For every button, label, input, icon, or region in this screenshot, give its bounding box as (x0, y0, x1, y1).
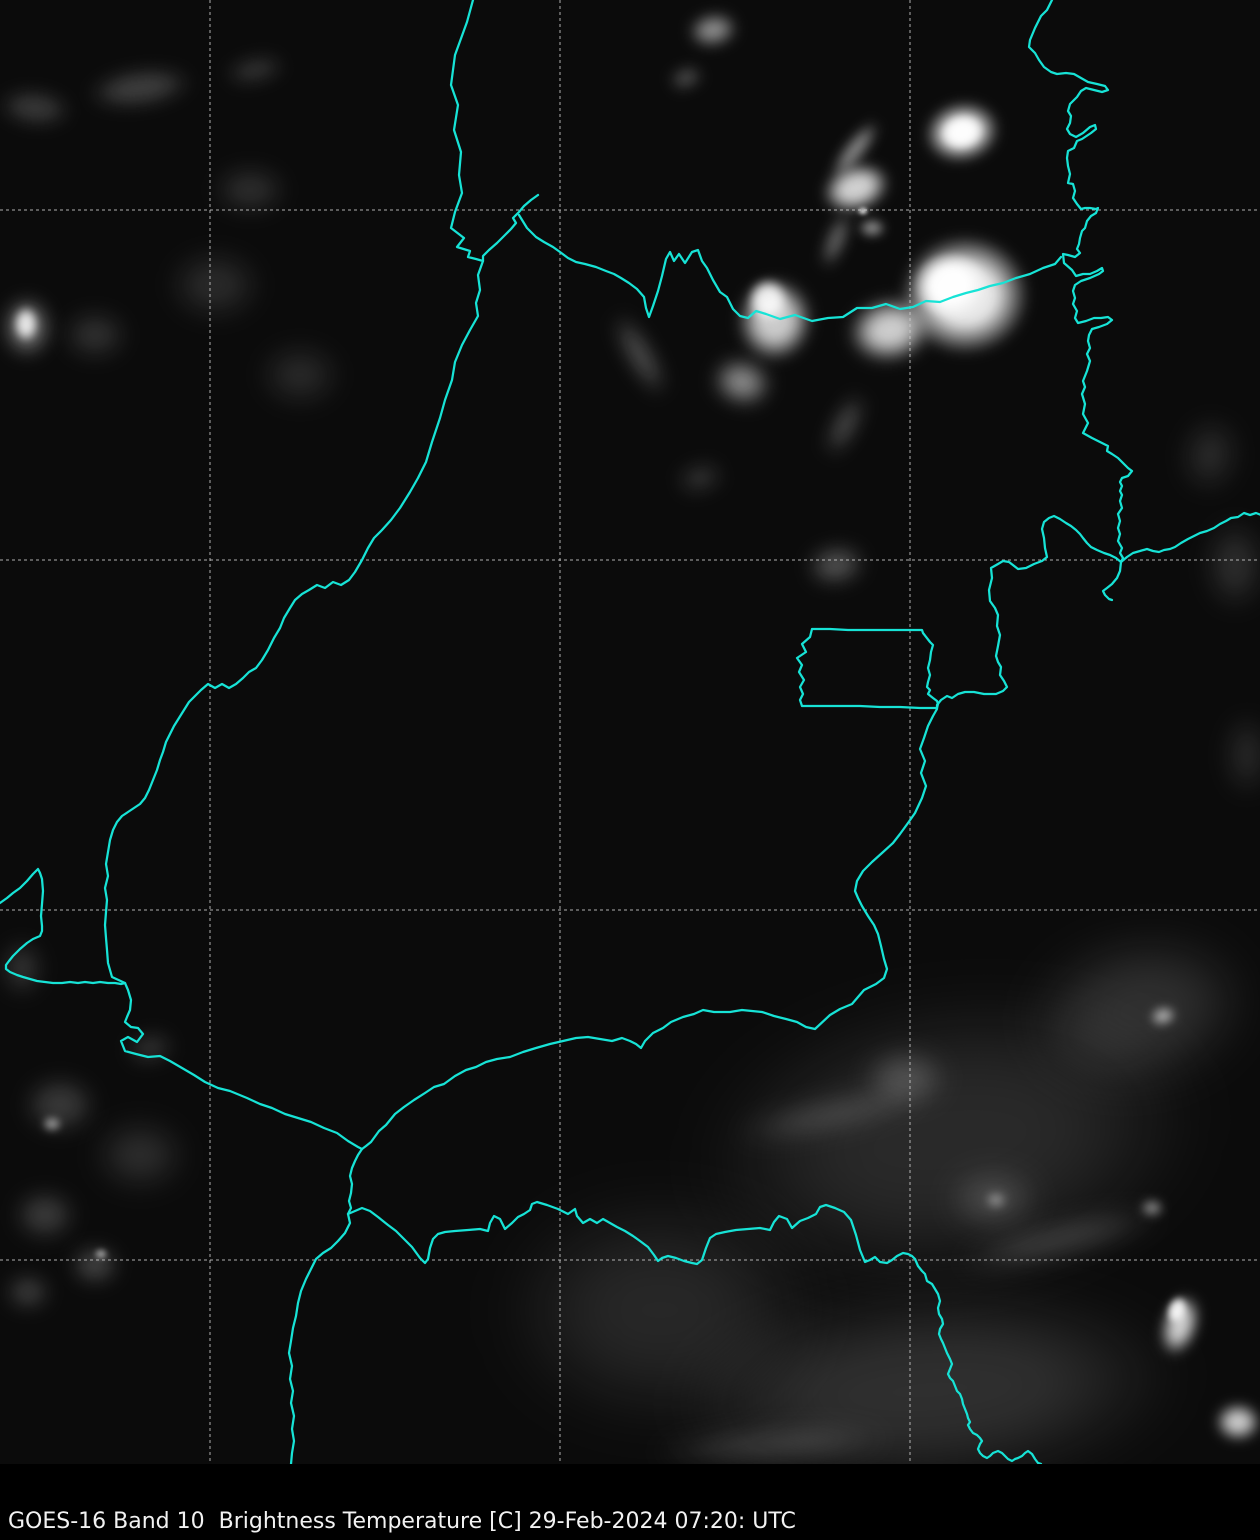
east-border (360, 514, 1123, 1151)
cloud-blob (856, 206, 870, 216)
satellite-image (0, 0, 1260, 1464)
cloud-blob (1137, 1197, 1167, 1219)
cloud-blob (450, 1160, 870, 1460)
cloud-blob (248, 335, 352, 415)
east-river (1027, 0, 1134, 564)
river-hook (1101, 560, 1123, 602)
cloud-blob (854, 216, 890, 240)
cloud-blob (1221, 703, 1260, 807)
cloud-blob (53, 303, 137, 367)
cloud-blob (9, 300, 43, 348)
cloud-blob (155, 240, 275, 330)
south-river (346, 1200, 1043, 1464)
cloud-blob (1208, 1397, 1260, 1447)
caption-bar: GOES-16 Band 10 Brightness Temperature [… (0, 1464, 1260, 1540)
cloud-blob (740, 270, 796, 330)
cloud-blob (92, 1247, 110, 1261)
cloud-blob (0, 1268, 58, 1316)
cloud-blob (202, 158, 298, 222)
cloud-blob (5, 1183, 85, 1247)
caption-text: GOES-16 Band 10 Brightness Temperature [… (8, 1509, 796, 1534)
left-spike (0, 867, 127, 986)
reserve-rectangle (795, 627, 940, 710)
cloud-blob (0, 932, 48, 1004)
cloud-blob (983, 1190, 1009, 1210)
state-borders (0, 0, 1260, 1464)
cloud-blob (39, 1114, 65, 1134)
gridlines (0, 0, 1260, 1464)
map-overlay (0, 0, 1260, 1464)
ne-branch (1119, 511, 1260, 564)
sw-river (287, 1147, 364, 1464)
cloud-blob (1197, 507, 1260, 623)
west-river (103, 0, 485, 1151)
ne-tributary (481, 193, 540, 263)
cloud-layer (0, 2, 1260, 1464)
north-border (517, 213, 1063, 323)
